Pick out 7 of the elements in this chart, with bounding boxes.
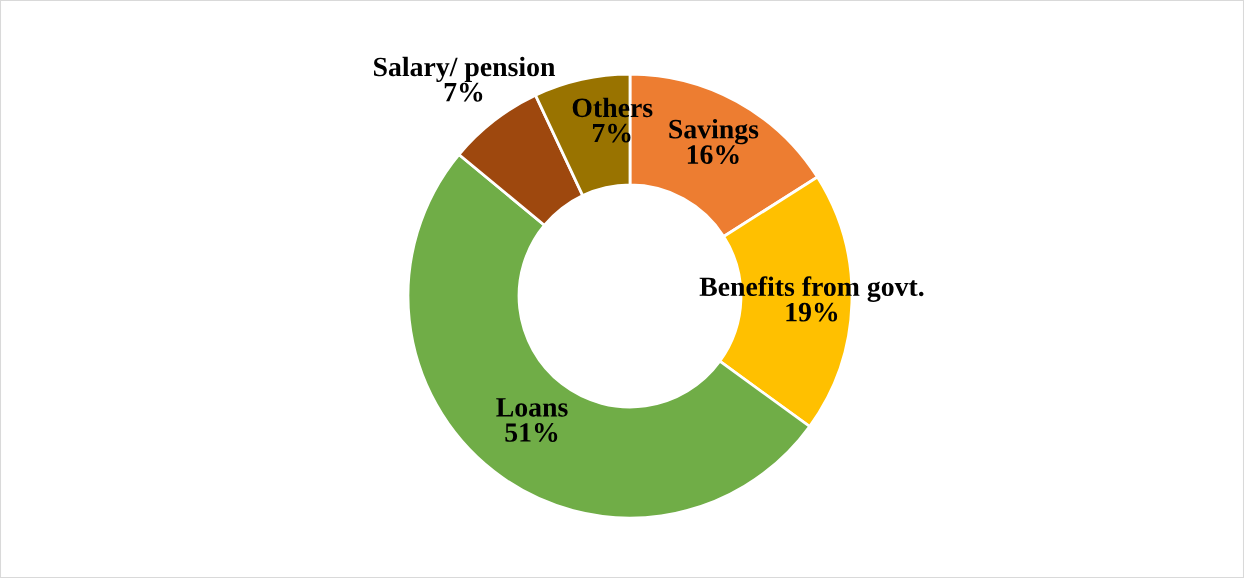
data-label: 16% bbox=[687, 145, 739, 165]
data-label: 7% bbox=[444, 82, 483, 102]
slice-label: Salary/ pension bbox=[374, 56, 556, 83]
data-label: 19% bbox=[786, 302, 838, 322]
slice-label: Loans bbox=[496, 398, 568, 417]
data-label: 51% bbox=[505, 423, 558, 442]
slice-label: Savings bbox=[669, 118, 759, 145]
